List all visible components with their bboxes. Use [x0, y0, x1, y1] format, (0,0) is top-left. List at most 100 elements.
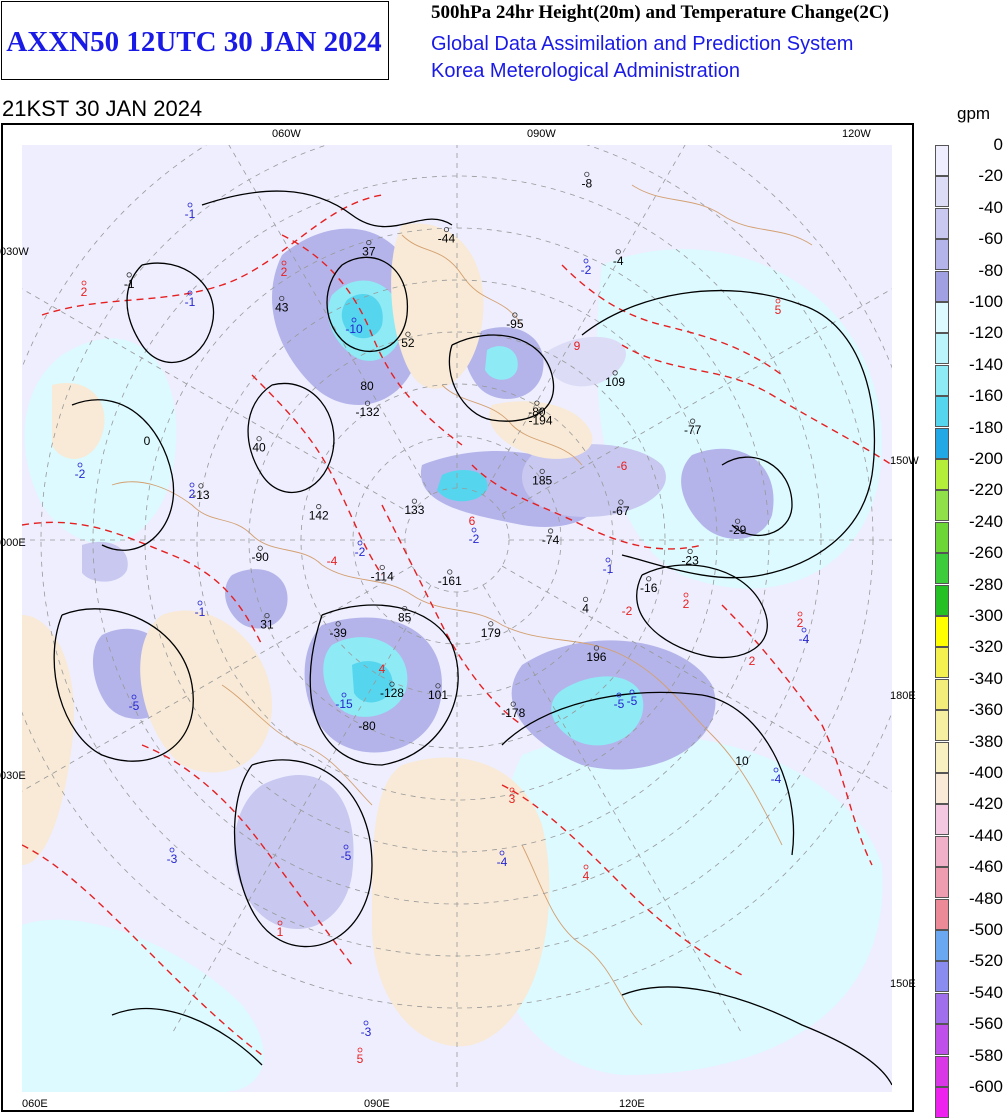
height-change-value: -13	[192, 488, 210, 502]
legend-label: -180	[968, 417, 1003, 437]
temp-marker	[357, 540, 363, 546]
temperature-contour	[22, 521, 263, 646]
station-marker	[443, 226, 450, 233]
legend-swatch	[935, 1087, 949, 1118]
temperature-contour	[41, 194, 383, 316]
legend-label: -260	[968, 543, 1003, 563]
legend-label: -360	[968, 700, 1003, 720]
legend-label: -200	[968, 449, 1003, 468]
meridian-line	[22, 288, 413, 515]
meridian-label: 000E	[0, 537, 26, 549]
temperature-change-value: -4	[799, 632, 810, 646]
legend-label: -100	[968, 292, 1003, 311]
station-marker	[510, 701, 516, 707]
legend-label: -420	[968, 794, 1003, 814]
legend-label: -240	[968, 511, 1003, 531]
temp-marker	[471, 527, 477, 533]
legend-swatch	[935, 584, 949, 616]
contour-label: 80	[360, 379, 374, 393]
height-contour	[233, 759, 373, 948]
temperature-change-value: -4	[497, 855, 508, 869]
contour-label: -6	[617, 459, 628, 473]
height-change-value: -67	[612, 504, 630, 518]
legend-label: -500	[968, 920, 1003, 939]
temperature-change-value: -4	[771, 772, 782, 786]
height-contour	[111, 1007, 263, 1066]
station-marker	[435, 683, 441, 689]
meridian-line	[228, 145, 432, 496]
temperature-contour	[381, 504, 523, 726]
temp-marker	[189, 482, 195, 488]
product-title: 500hPa 24hr Height(20m) and Temperature …	[431, 2, 889, 23]
system-name: Global Data Assimilation and Prediction …	[431, 33, 854, 55]
height-change-area	[681, 448, 774, 539]
meridian-label: 120W	[842, 128, 871, 140]
height-contour	[326, 256, 408, 353]
legend-swatch	[935, 427, 949, 459]
temp-marker	[343, 844, 349, 850]
height-change-value: -161	[438, 574, 462, 588]
legend-swatch	[935, 678, 949, 710]
coastline	[111, 481, 323, 566]
legend-label: -600	[968, 1077, 1003, 1096]
legend-swatch	[935, 1055, 949, 1087]
temperature-contour	[621, 344, 892, 466]
contour-label: 9	[574, 339, 581, 353]
station-marker	[379, 564, 385, 571]
legend-swatch	[935, 207, 949, 239]
meridian-label: 030W	[0, 246, 29, 258]
temperature-change-value: 4	[583, 869, 590, 883]
meridian-label: 120E	[619, 1098, 645, 1110]
temp-marker	[77, 462, 83, 468]
legend-swatch	[935, 930, 949, 961]
polar-map: 4-16-23-29196-178101-128-393185179-161-1…	[22, 145, 892, 1092]
meridian-label: 090E	[364, 1098, 390, 1110]
valid-time: 21KST 30 JAN 2024	[2, 96, 203, 121]
legend-label: -20	[978, 166, 1003, 186]
legend-swatch	[935, 145, 949, 176]
height-change-value: -8	[581, 176, 592, 190]
legend-label: -580	[968, 1045, 1003, 1065]
station-marker	[584, 171, 590, 177]
legend-label: -480	[968, 888, 1003, 908]
station-marker	[690, 418, 696, 424]
height-change-value: 133	[404, 503, 424, 517]
height-change-value: 179	[481, 626, 501, 640]
station-marker	[618, 499, 624, 505]
legend-label: -300	[968, 606, 1003, 625]
height-change-value: 185	[532, 473, 552, 487]
legend-swatch	[935, 961, 949, 993]
meridian-label: 030E	[0, 770, 26, 782]
legend-swatch	[935, 364, 949, 396]
height-change-value: -194	[528, 414, 552, 428]
legend-swatch	[935, 835, 949, 867]
temperature-change-value: -5	[627, 694, 638, 708]
legend-label: -160	[968, 386, 1003, 406]
station-marker	[512, 312, 518, 318]
temperature-change-value: 3	[509, 792, 516, 806]
height-change-value: 85	[398, 611, 412, 625]
temp-marker	[509, 787, 515, 793]
temperature-change-value: 5	[357, 1052, 364, 1066]
station-marker	[257, 545, 263, 551]
height-change-area	[596, 249, 882, 589]
height-change-area	[22, 919, 264, 1092]
station-marker	[389, 681, 395, 687]
temp-marker	[583, 864, 589, 870]
height-change-value: -90	[251, 550, 269, 564]
legend-label: -460	[968, 857, 1003, 877]
height-contour	[247, 382, 335, 493]
coastline	[631, 184, 813, 246]
legend-label: -520	[968, 951, 1003, 971]
meridian-line	[501, 288, 892, 515]
height-change-contours	[53, 190, 892, 1086]
temperature-change-value: -15	[335, 697, 353, 711]
legend-label: -560	[968, 1014, 1003, 1034]
temperature-change-value: -2	[75, 467, 86, 481]
height-contour	[501, 691, 795, 856]
temperature-change-value: 5	[775, 303, 782, 317]
temp-marker	[341, 692, 347, 698]
height-change-area	[485, 346, 518, 380]
height-change-value: 4	[582, 601, 589, 615]
temperature-change-value: 2	[797, 616, 804, 630]
